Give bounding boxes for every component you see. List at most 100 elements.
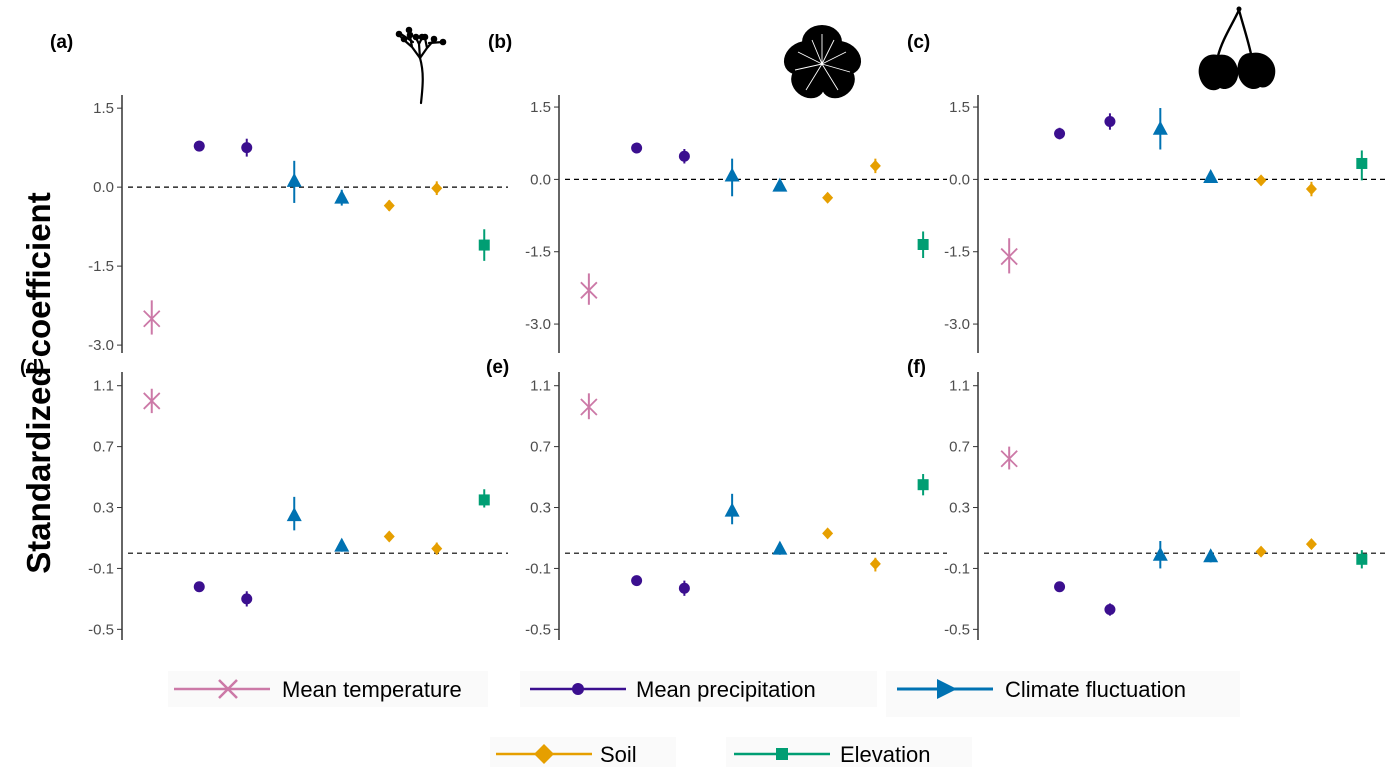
panel-label-e: (e) — [486, 357, 509, 378]
mean-temperature-point — [143, 392, 161, 410]
y-tick-label: 1.5 — [530, 99, 551, 116]
legend-item-climate-fluctuation: Climate fluctuation — [886, 671, 1240, 717]
soil-point — [431, 542, 443, 555]
soil-point — [1255, 174, 1267, 187]
flower-icon — [783, 25, 862, 99]
legend-item-soil: Soil — [490, 737, 676, 767]
climate-fluctuation-point — [772, 540, 788, 555]
panel-labels: (a) (b) (c) (d) (e) (f) — [20, 32, 930, 378]
legend-label-elevation: Elevation — [840, 742, 931, 767]
elevation-point — [478, 494, 490, 506]
legend-item-elevation: Elevation — [726, 737, 972, 767]
legend-label-soil: Soil — [600, 742, 637, 767]
soil-point — [869, 159, 881, 172]
climate-fluctuation-point — [1203, 548, 1219, 563]
legend: Mean temperature Mean precipitation Clim… — [168, 671, 1240, 767]
panels: 1.5 0.0 -1.5 -3.0 1.5 0.0 -1.5 -3.0 1.5 0.0 -1.5 -3… — [88, 95, 1387, 640]
climate-fluctuation-point — [286, 172, 302, 187]
y-tick-label: -1.5 — [944, 244, 970, 261]
climate-fluctuation-point — [724, 502, 740, 517]
mean-precipitation-point — [1054, 581, 1066, 593]
y-tick-label: 0.0 — [949, 171, 970, 188]
mean-precipitation-point — [1104, 116, 1116, 128]
y-tick-label: -3.0 — [525, 316, 551, 333]
climate-fluctuation-point — [286, 507, 302, 522]
climate-fluctuation-point — [1203, 168, 1219, 183]
y-tick-label: 1.1 — [949, 378, 970, 395]
mean-precipitation-point — [193, 140, 205, 152]
climate-fluctuation-point — [1152, 120, 1168, 135]
y-tick-label: 0.3 — [530, 500, 551, 517]
panel-c: 1.5 0.0 -1.5 -3.0 — [944, 95, 1387, 353]
soil-point — [822, 191, 834, 204]
climate-fluctuation-point — [1152, 546, 1168, 561]
y-tick-label: 1.1 — [530, 378, 551, 395]
elevation-point — [478, 239, 490, 251]
legend-item-mean-precipitation: Mean precipitation — [520, 671, 877, 707]
y-tick-label: -3.0 — [944, 316, 970, 333]
y-tick-label: -1.5 — [525, 244, 551, 261]
y-tick-label: 1.5 — [949, 99, 970, 116]
legend-label-climate-fluctuation: Climate fluctuation — [1005, 677, 1186, 702]
soil-point — [431, 182, 443, 195]
climate-fluctuation-point — [334, 537, 350, 552]
climate-fluctuation-point — [724, 167, 740, 182]
y-tick-label: 0.3 — [93, 500, 114, 517]
soil-point — [869, 557, 881, 570]
y-tick-label: 0.0 — [530, 171, 551, 188]
soil-point — [1255, 545, 1267, 558]
y-tick-label: -0.1 — [944, 560, 970, 577]
y-tick-label: 1.5 — [93, 100, 114, 117]
cherry-icon — [1198, 6, 1276, 91]
y-tick-label: -0.5 — [525, 621, 551, 638]
elevation-point — [917, 238, 929, 250]
mean-temperature-point — [1000, 450, 1018, 468]
legend-label-mean-temperature: Mean temperature — [282, 677, 462, 702]
panel-b: 1.5 0.0 -1.5 -3.0 — [525, 95, 947, 353]
y-tick-label: 1.1 — [93, 378, 114, 395]
panel-e: 1.1 0.7 0.3 -0.1 -0.5 — [525, 372, 947, 640]
y-tick-label: 0.7 — [949, 439, 970, 456]
soil-point — [383, 199, 395, 212]
y-tick-label: 0.3 — [949, 500, 970, 517]
mean-precipitation-point — [678, 150, 690, 162]
panel-f: 1.1 0.7 0.3 -0.1 -0.5 — [944, 372, 1387, 640]
panel-label-f: (f) — [907, 357, 926, 378]
elevation-point — [917, 479, 929, 491]
mean-temperature-point — [580, 281, 598, 299]
climate-fluctuation-point — [772, 177, 788, 192]
mean-temperature-point — [1000, 247, 1018, 266]
mean-precipitation-point — [241, 593, 253, 605]
y-tick-label: -1.5 — [88, 258, 114, 275]
legend-label-mean-precipitation: Mean precipitation — [636, 677, 816, 702]
mean-precipitation-point — [193, 581, 205, 593]
y-axis-label: Standardized coefficient — [20, 192, 57, 573]
panel-label-d: (d) — [20, 357, 44, 378]
legend-item-mean-temperature: Mean temperature — [168, 671, 488, 707]
climate-fluctuation-point — [334, 189, 350, 204]
soil-point — [383, 530, 395, 543]
elevation-point — [1356, 553, 1368, 565]
mean-precipitation-point — [631, 575, 643, 587]
y-tick-label: 0.0 — [93, 179, 114, 196]
panel-d: 1.1 0.7 0.3 -0.1 -0.5 — [88, 372, 508, 640]
mean-precipitation-point — [678, 582, 690, 594]
mean-temperature-point — [580, 398, 598, 416]
mean-temperature-point — [143, 310, 161, 328]
panel-label-a: (a) — [50, 32, 73, 53]
elevation-point — [1356, 157, 1368, 169]
soil-point — [1305, 538, 1317, 551]
mean-precipitation-point — [1104, 604, 1116, 616]
branching-stem-icon — [395, 26, 447, 105]
y-tick-label: 0.7 — [93, 439, 114, 456]
panel-label-c: (c) — [907, 32, 930, 53]
mean-precipitation-point — [631, 142, 643, 154]
y-tick-label: -0.1 — [88, 560, 114, 577]
panel-label-b: (b) — [488, 32, 512, 53]
soil-point — [822, 527, 834, 540]
mean-precipitation-point — [241, 142, 253, 154]
y-tick-label: 0.7 — [530, 439, 551, 456]
y-tick-label: -0.5 — [944, 621, 970, 638]
panel-a: 1.5 0.0 -1.5 -3.0 — [88, 95, 508, 354]
